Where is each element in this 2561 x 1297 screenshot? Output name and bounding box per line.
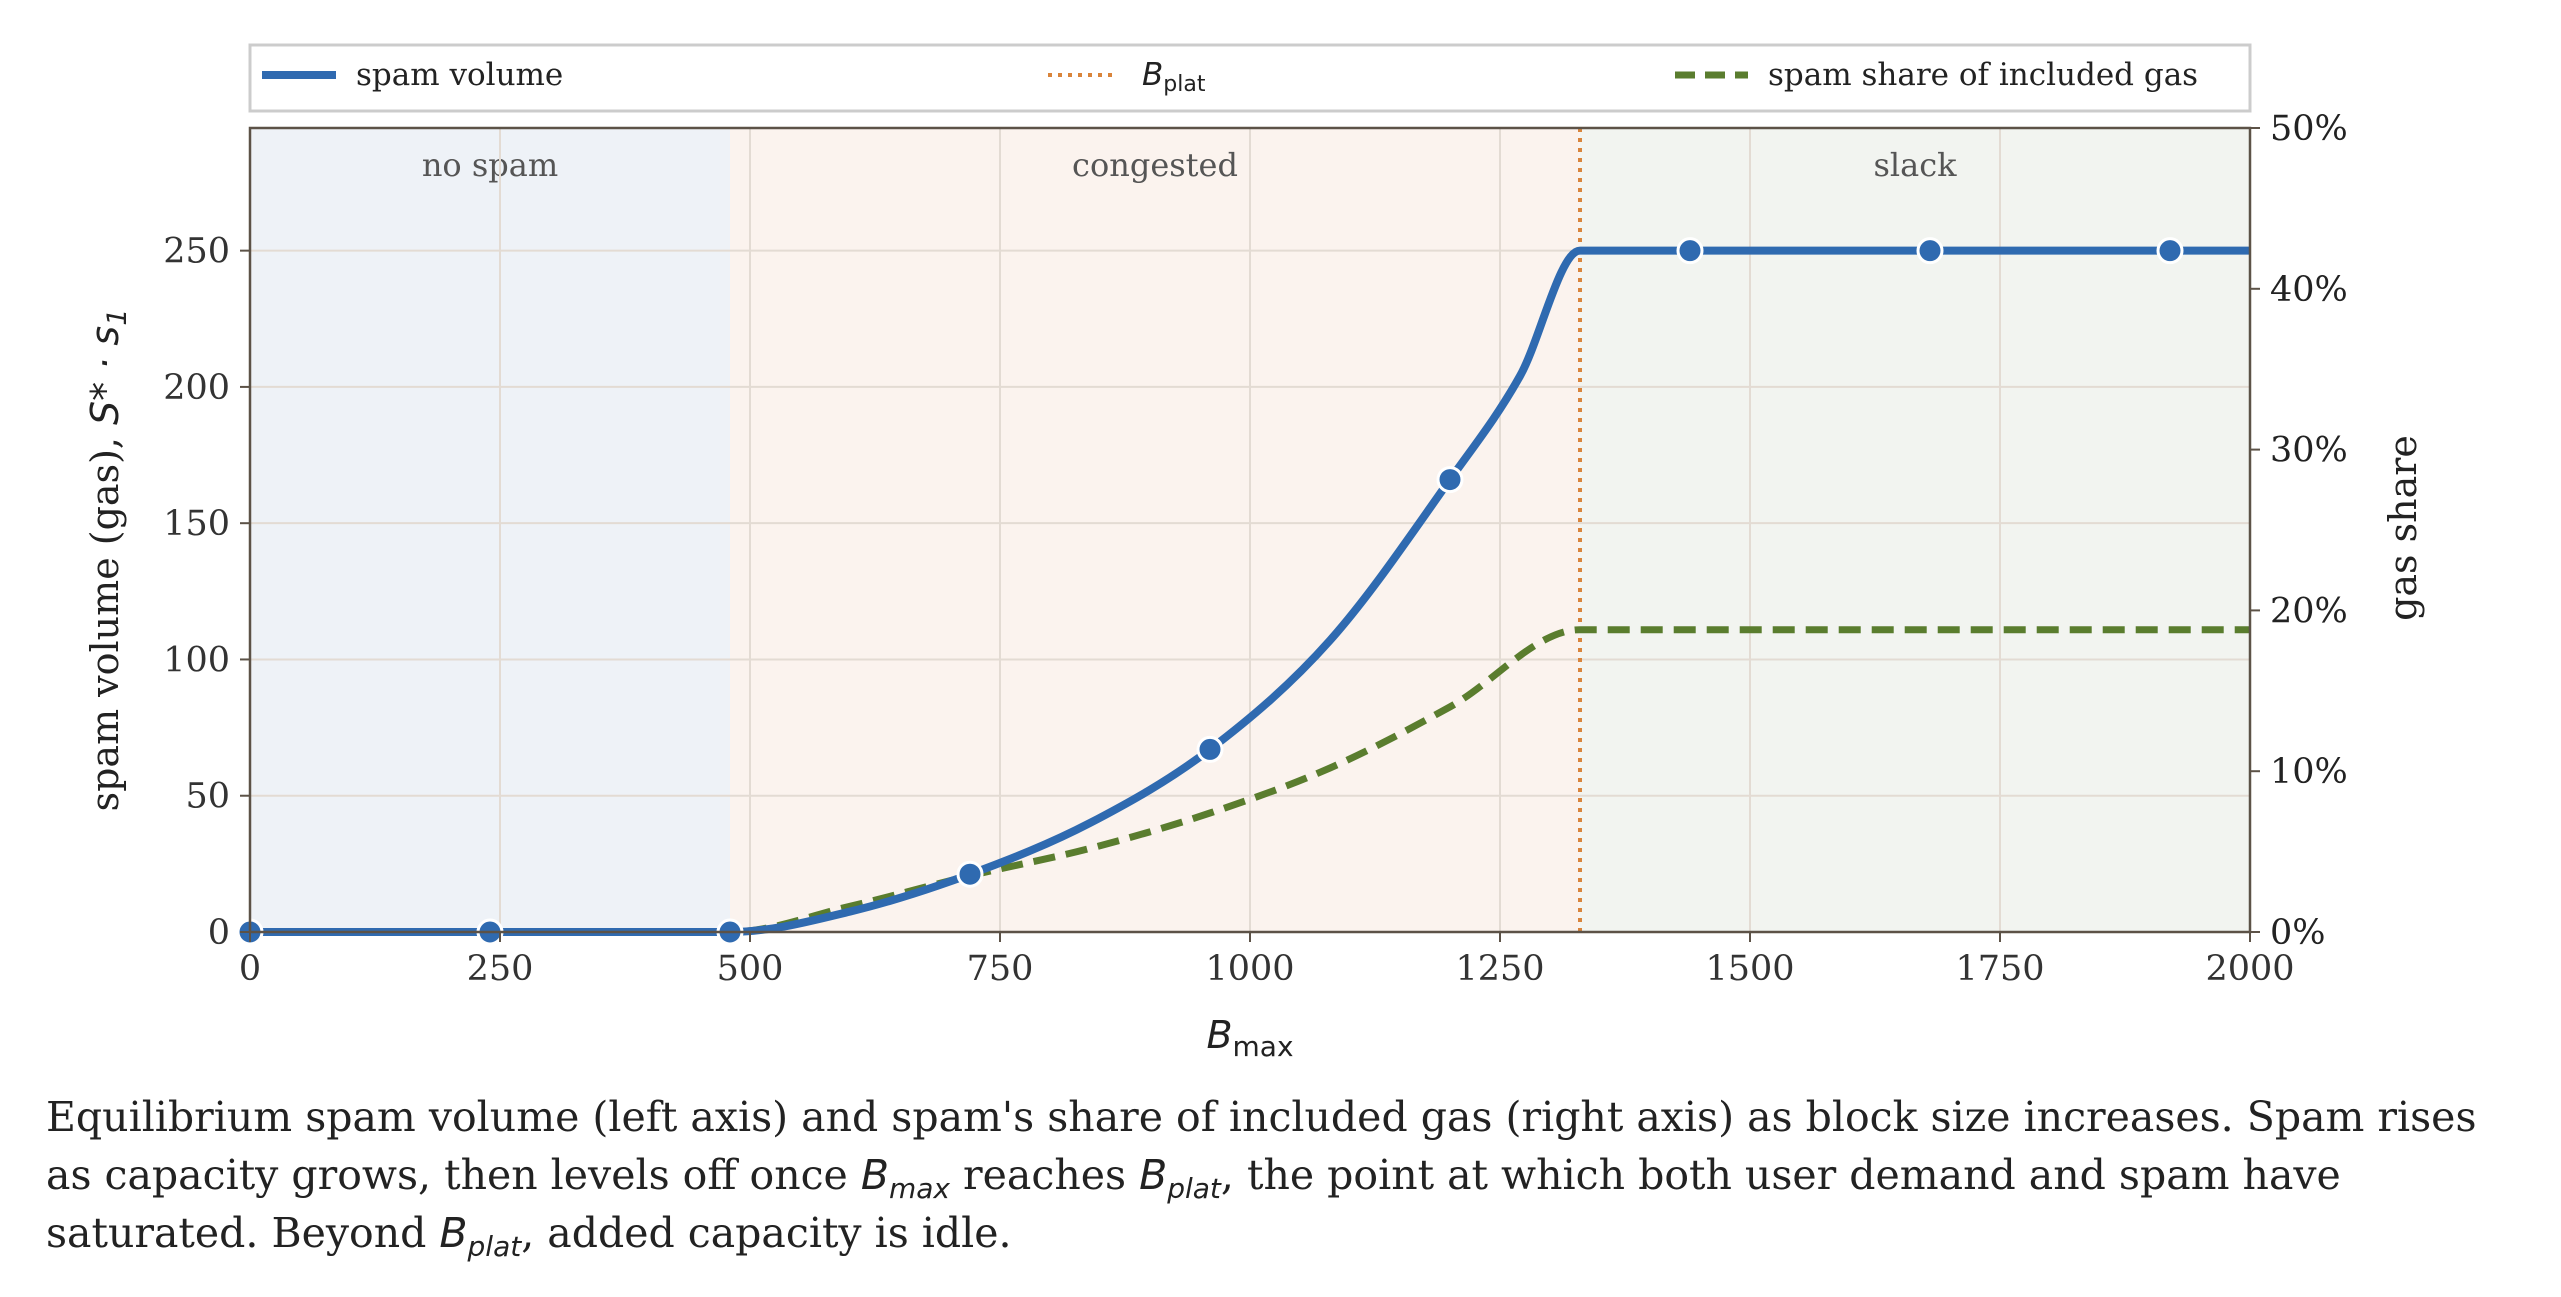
region-label-no-spam: no spam (422, 146, 558, 184)
caption-text-4: , added capacity is idle. (521, 1209, 1012, 1257)
legend-label-b-plat-main: B (1142, 57, 1163, 93)
y-axis-left-label-math: S* · s (83, 326, 127, 425)
y-left-tick-label: 100 (163, 640, 230, 680)
x-axis-label-main: B (1206, 1013, 1232, 1057)
legend: spam volume Bplat spam share of included… (248, 43, 2252, 113)
region-congested (730, 128, 1580, 932)
x-axis-label-sub: max (1233, 1030, 1294, 1063)
shaded-regions: no spam congested slack (250, 128, 2250, 932)
y-right-tick-label: 10% (2270, 752, 2348, 792)
region-label-slack: slack (1873, 146, 1957, 184)
spam-volume-marker (1436, 466, 1464, 494)
caption-text-1: Equilibrium spam volume (left axis) and … (46, 1093, 2477, 1199)
x-tick-label: 750 (967, 949, 1034, 989)
caption-text-2: reaches (950, 1151, 1140, 1199)
y-axis-left-label-sub: 1 (102, 309, 133, 326)
y-left-tick-label: 0 (208, 913, 230, 953)
caption-b-max: Bmax (860, 1151, 951, 1206)
legend-box (248, 43, 2252, 113)
spam-volume-marker (1916, 237, 1944, 265)
x-axis-label: Bmax (1206, 1013, 1293, 1063)
x-tick-label: 1250 (1455, 949, 1544, 989)
legend-label-b-plat: Bplat (1142, 57, 1206, 97)
x-tick-label: 250 (467, 949, 534, 989)
figure-caption: Equilibrium spam volume (left axis) and … (46, 1088, 2526, 1262)
caption-text-3: , the point at which both user demand an… (46, 1151, 2341, 1257)
axis-ticks: 0 250 500 750 1000 1250 1500 1750 2000 0 50 100 150 2… (163, 109, 2348, 989)
y-axis-left-label-text: spam volume (gas), (83, 425, 127, 811)
y-left-tick-label: 200 (163, 368, 230, 408)
region-label-congested: congested (1072, 146, 1238, 184)
spam-volume-marker (956, 860, 984, 888)
y-right-tick-label: 30% (2270, 431, 2348, 471)
y-right-tick-label: 40% (2270, 270, 2348, 310)
legend-label-spam-volume: spam volume (356, 57, 563, 93)
y-axis-left-label: spam volume (gas), S* · s1 (83, 309, 133, 812)
y-axis-right-label: gas share (2381, 435, 2425, 621)
legend-label-b-plat-sub: plat (1163, 72, 1206, 97)
caption-b-plat-2: Bplat (439, 1209, 522, 1264)
y-left-tick-label: 250 (163, 232, 230, 272)
x-tick-label: 1750 (1955, 949, 2044, 989)
region-no-spam (250, 128, 730, 932)
spam-volume-marker (2156, 237, 2184, 265)
x-tick-label: 500 (717, 949, 784, 989)
spam-volume-marker (1676, 237, 1704, 265)
x-tick-label: 1000 (1205, 949, 1294, 989)
y-left-tick-label: 50 (185, 777, 230, 817)
y-right-tick-label: 20% (2270, 591, 2348, 631)
y-left-tick-label: 150 (163, 504, 230, 544)
x-tick-label: 2000 (2205, 949, 2294, 989)
y-right-tick-label: 50% (2270, 109, 2348, 149)
legend-label-spam-share: spam share of included gas (1768, 57, 2198, 93)
x-tick-label: 1500 (1705, 949, 1794, 989)
x-tick-label: 0 (239, 949, 261, 989)
y-right-tick-label: 0% (2270, 913, 2326, 953)
spam-volume-marker (1196, 735, 1224, 763)
caption-b-plat-1: Bplat (1139, 1151, 1221, 1206)
